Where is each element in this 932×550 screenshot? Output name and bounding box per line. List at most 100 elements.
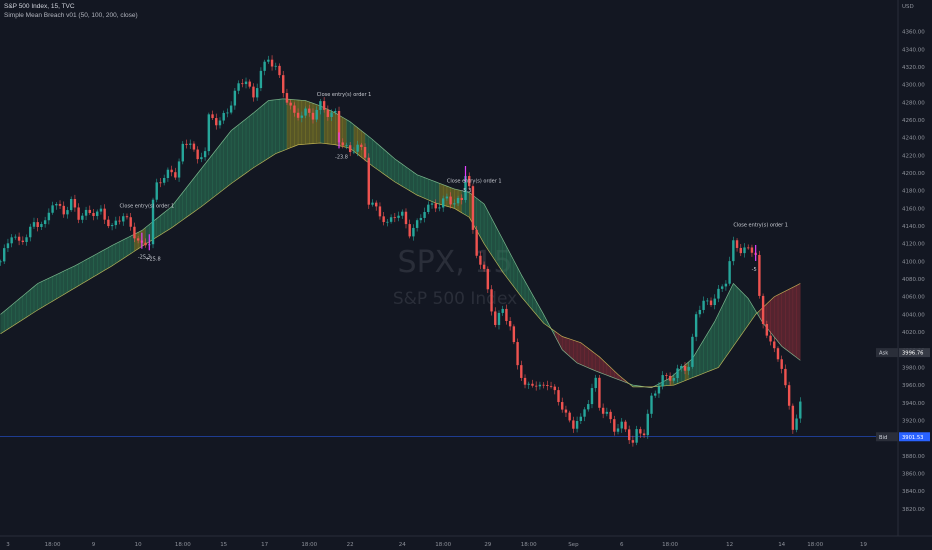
band-segment <box>74 263 79 289</box>
candle <box>159 177 162 188</box>
candle <box>144 238 147 248</box>
candle <box>222 110 225 124</box>
candle <box>434 199 437 213</box>
candle <box>460 194 463 205</box>
band-segment <box>305 100 310 145</box>
band-segment <box>387 151 392 180</box>
band-segment <box>78 261 83 287</box>
band-segment <box>234 124 239 182</box>
y-tick-label: 4180.00 <box>902 189 925 195</box>
candle <box>270 55 274 71</box>
x-tick-label: 10 <box>135 542 142 548</box>
y-tick-label: 4080.00 <box>902 277 925 283</box>
candle <box>363 143 367 162</box>
band-segment <box>260 103 265 164</box>
band-segment <box>695 345 701 377</box>
band-segment <box>186 182 191 218</box>
band-segment <box>7 304 12 330</box>
band-segment <box>435 181 440 205</box>
candle <box>620 417 623 433</box>
x-tick-label: 18:00 <box>662 542 678 548</box>
candle <box>170 165 173 177</box>
candle <box>587 400 590 412</box>
candle <box>430 201 434 209</box>
band-segment <box>253 109 258 169</box>
band-segment <box>591 350 596 372</box>
band-segment <box>718 306 723 369</box>
candle <box>352 147 356 155</box>
candle <box>479 251 482 270</box>
candle <box>129 213 132 231</box>
candle <box>88 205 91 215</box>
candle <box>505 304 508 325</box>
band-segment <box>167 206 172 231</box>
y-tick-label: 3960.00 <box>902 383 925 389</box>
candle <box>330 109 333 121</box>
x-tick-label: 12 <box>726 542 733 548</box>
watermark-name: S&P 500 Index <box>393 289 517 309</box>
band-segment <box>792 285 797 358</box>
y-tick-label: 4280.00 <box>902 100 925 106</box>
candle <box>189 139 192 149</box>
ask-price-tag-value: 3996.76 <box>902 351 923 357</box>
candle <box>114 216 118 229</box>
band-segment <box>405 166 410 192</box>
y-tick-label: 4020.00 <box>902 330 925 336</box>
candle <box>549 381 553 389</box>
band-segment <box>93 253 98 278</box>
indicator-legend[interactable]: Simple Mean Breach v01 (50, 100, 200, cl… <box>4 12 138 19</box>
candle <box>73 194 77 212</box>
candle <box>244 77 248 89</box>
band-segment <box>56 272 61 300</box>
band-segment <box>785 288 790 353</box>
candle <box>523 374 527 389</box>
x-tick-label: 9 <box>92 542 96 548</box>
candle <box>590 383 594 409</box>
y-tick-label: 4360.00 <box>902 30 925 36</box>
band-segment <box>416 174 422 198</box>
candle <box>534 381 538 391</box>
candle <box>735 238 739 252</box>
y-tick-label: 4060.00 <box>902 295 925 301</box>
candle <box>360 142 363 151</box>
candle <box>668 372 672 385</box>
candle <box>25 234 28 246</box>
candle <box>501 305 504 316</box>
band-segment <box>123 237 128 259</box>
x-tick-label: 22 <box>347 542 354 548</box>
candle <box>601 403 605 419</box>
candle <box>661 371 664 390</box>
band-segment <box>0 310 5 335</box>
candle <box>784 364 787 388</box>
candles <box>0 55 802 447</box>
candle <box>185 139 188 149</box>
band-segment <box>30 286 35 316</box>
band-segment <box>357 127 362 158</box>
band-segment <box>219 139 224 193</box>
candle <box>110 222 114 231</box>
y-tick-label: 4240.00 <box>902 136 925 142</box>
candle <box>29 223 32 242</box>
candle <box>769 331 772 346</box>
x-tick-label: 24 <box>399 542 406 548</box>
candle <box>572 416 575 433</box>
y-tick-label: 3980.00 <box>902 365 925 371</box>
candle <box>605 407 609 417</box>
candle <box>538 381 542 390</box>
candle <box>713 294 716 310</box>
candle <box>285 88 289 105</box>
candle <box>531 379 534 388</box>
candle <box>635 425 638 446</box>
trade-profit-label: -23.8 <box>335 154 348 160</box>
band-segment <box>11 301 16 328</box>
candle <box>66 206 69 219</box>
x-tick-label: 15 <box>220 542 227 548</box>
band-segment <box>115 241 120 264</box>
candle <box>371 199 374 207</box>
band-segment <box>480 200 485 245</box>
candle <box>155 178 158 203</box>
candle <box>233 87 237 110</box>
candle <box>218 117 222 129</box>
candle <box>404 208 408 229</box>
